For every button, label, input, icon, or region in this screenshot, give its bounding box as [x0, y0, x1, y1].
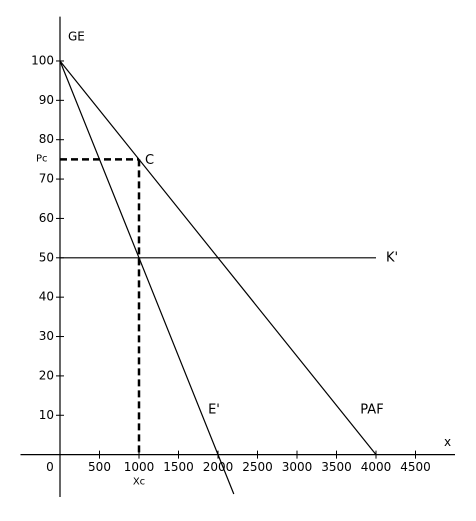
y-tick-label: 90 — [39, 93, 54, 107]
y-tick-label: 100 — [31, 53, 54, 67]
series-label: E' — [208, 403, 220, 418]
point-label: C — [145, 153, 154, 168]
y-tick-label: 50 — [39, 250, 54, 264]
y-tick-label: 10 — [39, 408, 54, 422]
y-tick-label: 20 — [39, 368, 54, 382]
series-label: K' — [386, 251, 398, 266]
y-tick-label: 80 — [39, 132, 54, 146]
x-tick-label: 500 — [88, 460, 111, 474]
series-line — [59, 60, 235, 495]
x-tick-label: 4500 — [400, 460, 431, 474]
y-tick-label: 30 — [39, 329, 54, 343]
x-tick-label: 3500 — [321, 460, 352, 474]
point-x-label: Xc — [133, 477, 145, 488]
series-label: PAF — [360, 403, 383, 418]
x-axis-label: x — [444, 435, 451, 449]
x-tick-label: 2000 — [203, 460, 234, 474]
x-tick-label: 0 — [46, 460, 54, 474]
x-tick-label: 2500 — [242, 460, 273, 474]
x-tick-label: 1000 — [124, 460, 155, 474]
y-tick-label: 60 — [39, 211, 54, 225]
y-tick-label: 70 — [39, 172, 54, 186]
y-tick-label: 40 — [39, 290, 54, 304]
x-tick-label: 3000 — [282, 460, 313, 474]
x-tick-label: 4000 — [361, 460, 392, 474]
y-axis-label: GE — [68, 30, 85, 44]
point-y-label: Pc — [36, 153, 48, 164]
x-tick-label: 1500 — [163, 460, 194, 474]
